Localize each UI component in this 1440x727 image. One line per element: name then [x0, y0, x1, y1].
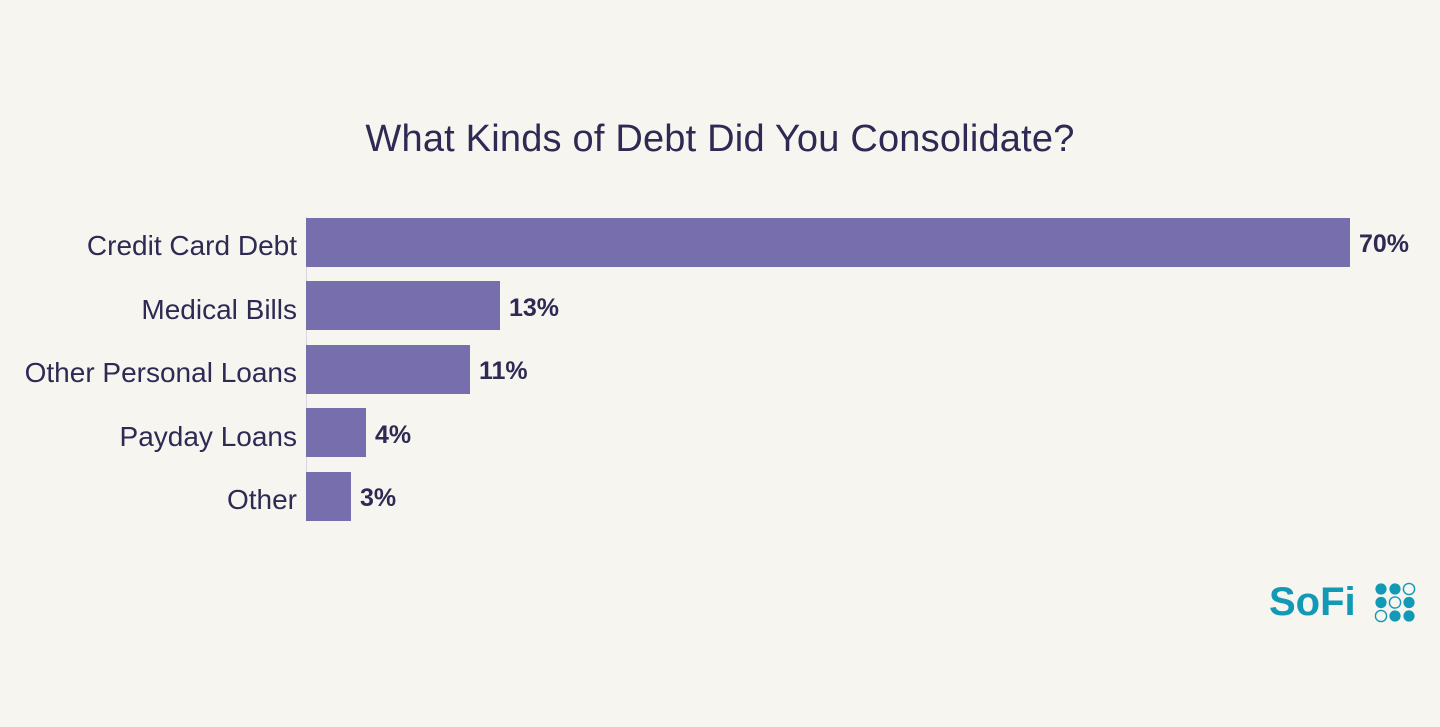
- svg-text:SoFi: SoFi: [1269, 580, 1356, 624]
